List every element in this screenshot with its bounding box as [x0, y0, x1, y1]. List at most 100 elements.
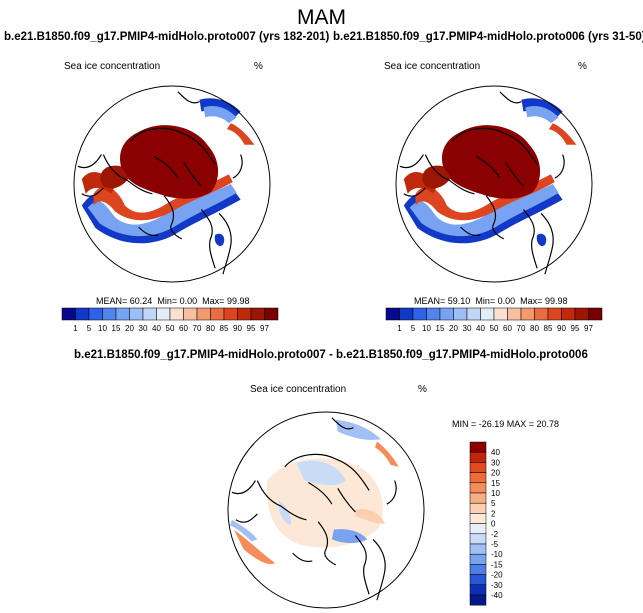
panel2-mean-label: MEAN= [414, 296, 446, 306]
panel2-mean-value: 59.10 [447, 296, 471, 306]
panel2-colorbar-tick-label: 40 [476, 324, 485, 333]
panel1-colorbar-swatch [264, 307, 279, 321]
panel2-colorbar-swatch [574, 307, 589, 321]
panel2-colorbar-swatch [412, 307, 427, 321]
panel3-colorbar-swatch [469, 472, 487, 484]
panel1-polar-map [73, 85, 271, 283]
panel2-colorbar-tick-label: 15 [436, 324, 445, 333]
panel3-colorbar-swatch [469, 451, 487, 463]
panel1-colorbar-swatch [250, 307, 265, 321]
panel2-colorbar-swatch [507, 307, 522, 321]
panel3-colorbar-tick-label: 5 [491, 499, 496, 508]
panel2-colorbar-swatch [399, 307, 414, 321]
panel1-colorbar-swatch [129, 307, 144, 321]
panel3-colorbar-tick-label: -40 [491, 591, 503, 600]
panel2-colorbar-tick-label: 10 [422, 324, 431, 333]
panel2-max-value: 99.98 [544, 296, 568, 306]
panel3-colorbar-tick-label: 40 [491, 448, 500, 457]
panel1-title: b.e21.B1850.f09_g17.PMIP4-midHolo.proto0… [4, 31, 330, 43]
panel3-colorbar-tick-label: -30 [491, 581, 503, 590]
panel1-min-value: 0.00 [179, 296, 198, 306]
panel3-colorbar-tick-label: 0 [491, 520, 496, 529]
panel3-colorbar-swatch [469, 441, 487, 453]
panel3-colorbar-tick-label: 20 [491, 469, 500, 478]
panel1-colorbar-tick-label: 40 [152, 324, 161, 333]
panel3-colorbar-tick-label: 10 [491, 489, 500, 498]
panel1-colorbar-tick-label: 1 [73, 324, 78, 333]
panel2-min-value: 0.00 [497, 296, 516, 306]
panel1-colorbar-tick-label: 5 [87, 324, 92, 333]
panel3-colorbar-tick-label: -2 [491, 530, 499, 539]
panel1-colorbar-tick-label: 90 [233, 324, 242, 333]
panel2-variable-label: Sea ice concentration [384, 61, 481, 72]
panel1-colorbar-tick-label: 30 [139, 324, 148, 333]
panel1-colorbar-swatch [115, 307, 130, 321]
panel1-colorbar-swatch [223, 307, 238, 321]
panel1-colorbar-swatch [142, 307, 157, 321]
panel3-colorbar-swatch [469, 513, 487, 524]
page-title: MAM [297, 6, 346, 29]
panel1-colorbar-tick-label: 50 [166, 324, 175, 333]
panel1-variable-label: Sea ice concentration [64, 61, 161, 72]
panel3-colorbar-swatch [469, 533, 487, 545]
panel2-colorbar-tick-label: 1 [397, 324, 402, 333]
panel1-mean-value: 60.24 [129, 296, 153, 306]
panel2-colorbar-swatch [547, 307, 562, 321]
panel1-max-label: Max= [202, 296, 225, 306]
panel1-colorbar-swatch [102, 307, 117, 321]
panel3-units: % [418, 384, 427, 395]
panel2-polar-map [395, 85, 593, 283]
panel2-colorbar-swatch [385, 307, 400, 321]
panel1-colorbar-swatch [183, 307, 198, 321]
panel2-colorbar-tick-label: 50 [490, 324, 499, 333]
panel3-colorbar-swatch [469, 594, 487, 606]
panel2-colorbar-tick-label: 30 [463, 324, 472, 333]
panel1-colorbar-tick-label: 97 [260, 324, 269, 333]
panel2-colorbar-tick-label: 80 [530, 324, 539, 333]
panel2-colorbar-tick-label: 5 [411, 324, 416, 333]
panel2-colorbar-tick-label: 85 [544, 324, 553, 333]
panel2-colorbar-swatch [466, 307, 481, 321]
panel2-colorbar-swatch [588, 307, 603, 321]
panel1-colorbar-swatch [210, 307, 225, 321]
panel2-colorbar-swatch [520, 307, 535, 321]
panel3-title: b.e21.B1850.f09_g17.PMIP4-midHolo.proto0… [74, 349, 588, 361]
panel3-colorbar-swatch [469, 482, 487, 494]
panel3-colorbar-swatch [469, 523, 487, 535]
panel2-colorbar-tick-label: 20 [449, 324, 458, 333]
panel1-colorbar-swatch [88, 307, 103, 321]
panel3-colorbar-swatch [469, 543, 487, 555]
panel2-max-label: Max= [520, 296, 543, 306]
panel3-polar-map [227, 411, 425, 609]
panel3-colorbar-tick-label: 30 [491, 458, 500, 467]
panel2-colorbar-tick-label: 97 [584, 324, 593, 333]
panel3-colorbar-swatch [469, 492, 487, 504]
panel3-colorbar-tick-label: 15 [491, 479, 500, 488]
panel1-colorbar-swatch [196, 307, 211, 321]
panel1-colorbar-swatch [156, 307, 171, 321]
panel3-colorbar-tick-label: -15 [491, 560, 503, 569]
panel1-colorbar: 1 5 10 15 20 30 40 50 60 70 80 85 90 95 97 [61, 307, 279, 333]
panel3-colorbar-swatch [469, 564, 487, 575]
panel2-stats: MEAN= 59.10 Min= 0.00 Max= 99.98 [414, 296, 567, 306]
panel1-units: % [254, 61, 263, 72]
panel3-variable-label: Sea ice concentration [250, 384, 347, 395]
panel1-colorbar-tick-label: 95 [247, 324, 256, 333]
panel1-colorbar-tick-label: 85 [220, 324, 229, 333]
panel2-colorbar-swatch [480, 307, 495, 321]
panel1-colorbar-tick-label: 60 [179, 324, 188, 333]
panel3-colorbar-swatch [469, 553, 487, 565]
panel1-mean-label: MEAN= [96, 296, 128, 306]
panel1-colorbar-tick-label: 70 [193, 324, 202, 333]
panel2-colorbar-swatch [426, 307, 441, 321]
panel2-colorbar-tick-label: 60 [503, 324, 512, 333]
panel1-colorbar-swatch [61, 307, 76, 321]
panel3-colorbar-tick-label: -20 [491, 571, 503, 580]
panel1-min-label: Min= [157, 296, 178, 306]
panel3-colorbar-swatch [469, 502, 487, 514]
panel1-colorbar-swatch [169, 307, 184, 321]
panel1-colorbar-tick-label: 80 [206, 324, 215, 333]
panel1-colorbar-tick-label: 15 [112, 324, 121, 333]
panel1-colorbar-swatch [237, 307, 252, 321]
